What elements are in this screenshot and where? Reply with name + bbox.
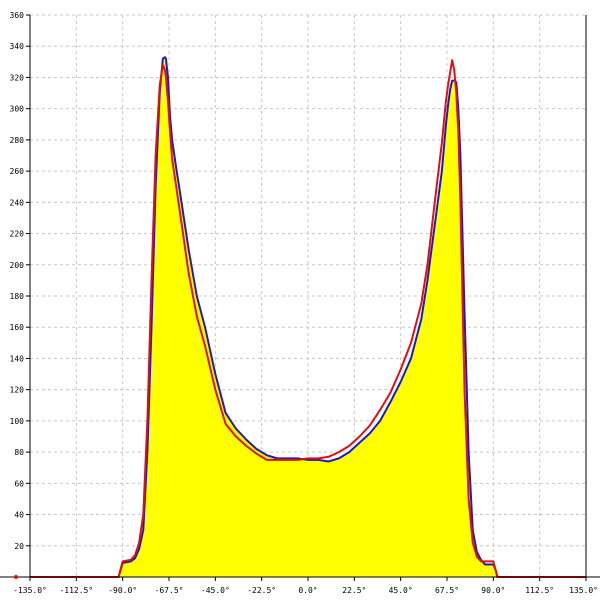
y-tick-label: 60 <box>14 479 24 488</box>
x-tick-label: -67.5° <box>155 586 184 595</box>
y-tick-label: 140 <box>10 354 25 363</box>
y-tick-label: 180 <box>10 292 25 301</box>
x-tick-label: 22.5° <box>342 586 366 595</box>
tick-labels: 20 40 60 80 100 120 140 160 180 200 220 240 260 280 30… <box>10 11 598 595</box>
x-tick-label: 0.0° <box>298 586 317 595</box>
x-tick-label: 45.0° <box>389 586 413 595</box>
origin-marker <box>14 575 18 579</box>
y-tick-label: 120 <box>10 386 25 395</box>
y-tick-label: 260 <box>10 167 25 176</box>
y-tick-label: 200 <box>10 261 25 270</box>
x-tick-label: 90.0° <box>481 586 505 595</box>
y-tick-label: 320 <box>10 73 25 82</box>
x-tick-label: 135.0° <box>569 586 598 595</box>
y-tick-label: 160 <box>10 323 25 332</box>
x-tick-label: -135.0° <box>13 586 47 595</box>
x-tick-label: -112.5° <box>59 586 93 595</box>
y-tick-label: 340 <box>10 42 25 51</box>
y-tick-label: 220 <box>10 230 25 239</box>
series-area-fill <box>30 57 586 577</box>
y-tick-label: 280 <box>10 136 25 145</box>
y-tick-label: 360 <box>10 11 25 20</box>
series-line-2 <box>30 59 586 578</box>
x-tick-label: -90.0° <box>108 586 137 595</box>
axes <box>0 14 600 581</box>
y-tick-label: 100 <box>10 417 25 426</box>
x-tick-label: 67.5° <box>435 586 459 595</box>
x-tick-label: -22.5° <box>247 586 276 595</box>
y-tick-label: 40 <box>14 511 24 520</box>
x-tick-label: -45.0° <box>201 586 230 595</box>
y-tick-label: 80 <box>14 448 24 457</box>
y-tick-label: 240 <box>10 198 25 207</box>
x-tick-label: 112.5° <box>525 586 554 595</box>
y-tick-label: 20 <box>14 542 24 551</box>
series-layer <box>30 56 586 578</box>
y-tick-label: 300 <box>10 105 25 114</box>
